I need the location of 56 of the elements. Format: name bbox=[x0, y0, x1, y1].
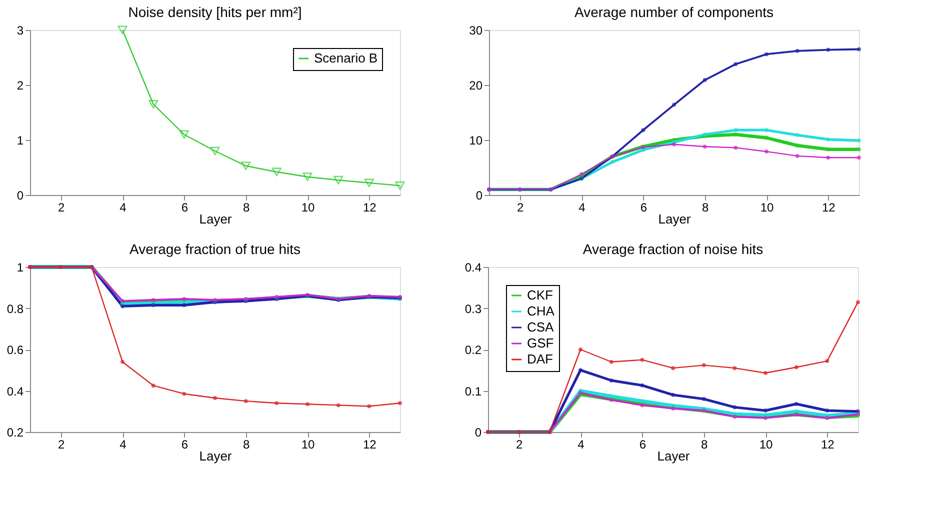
y-tick-label: 0.8 bbox=[6, 302, 24, 316]
y-tick-label: 0 bbox=[476, 188, 483, 202]
y-tick-label: 0.2 bbox=[6, 426, 24, 440]
x-axis-title: Layer bbox=[657, 448, 690, 464]
x-tick-label: 6 bbox=[181, 438, 188, 452]
x-tick-label: 12 bbox=[820, 438, 835, 452]
x-tick-label: 10 bbox=[301, 438, 315, 452]
x-tick-label: 4 bbox=[578, 200, 586, 214]
y-tick-label: 1 bbox=[16, 134, 24, 148]
x-tick-label: 8 bbox=[242, 438, 250, 452]
x-tick-label: 6 bbox=[640, 200, 648, 214]
y-tick-label: 0.6 bbox=[6, 343, 24, 357]
y-tick-label: 0.4 bbox=[6, 384, 24, 398]
x-axis-title: Layer bbox=[199, 448, 232, 464]
x-tick-label: 10 bbox=[301, 200, 315, 214]
y-tick-label: 0.3 bbox=[464, 302, 482, 316]
legend-label: CKF bbox=[527, 288, 554, 302]
y-tick-label: 10 bbox=[469, 134, 483, 148]
y-tick-label: 2 bbox=[16, 78, 24, 92]
y-tick-label: 1 bbox=[16, 260, 24, 274]
y-tick-label: 0 bbox=[16, 188, 24, 202]
x-axis-title: Layer bbox=[658, 212, 692, 226]
x-tick-label: 12 bbox=[362, 200, 377, 214]
x-tick-label: 2 bbox=[58, 200, 65, 214]
x-tick-label: 2 bbox=[516, 438, 523, 452]
legend-label: GSF bbox=[527, 336, 554, 350]
x-tick-label: 12 bbox=[822, 200, 836, 214]
x-tick-label: 8 bbox=[702, 200, 709, 214]
x-tick-label: 4 bbox=[120, 438, 127, 452]
y-tick-label: 3 bbox=[16, 24, 24, 38]
y-tick-label: 0.4 bbox=[464, 260, 482, 274]
chart-title: Average fraction of noise hits bbox=[582, 241, 764, 257]
x-tick-label: 2 bbox=[516, 200, 524, 214]
y-tick-label: 30 bbox=[469, 24, 483, 38]
legend-label: CSA bbox=[527, 320, 554, 334]
x-tick-label: 10 bbox=[760, 200, 774, 214]
x-tick-label: 2 bbox=[58, 438, 65, 452]
y-tick-label: 0.2 bbox=[464, 343, 482, 357]
x-tick-label: 4 bbox=[120, 200, 127, 214]
x-tick-label: 6 bbox=[181, 200, 188, 214]
legend-label: Scenario B bbox=[314, 50, 378, 66]
x-tick-label: 4 bbox=[578, 438, 585, 452]
legend-label: CHA bbox=[527, 304, 555, 318]
x-tick-label: 10 bbox=[759, 438, 773, 452]
x-tick-label: 12 bbox=[362, 438, 377, 452]
y-tick-label: 0 bbox=[474, 426, 482, 440]
x-axis-title: Layer bbox=[199, 212, 232, 226]
x-tick-label: 8 bbox=[700, 438, 708, 452]
legend-label: DAF bbox=[527, 352, 554, 366]
y-tick-label: 0.1 bbox=[464, 384, 482, 398]
chart-title: Noise density [hits per mm²] bbox=[128, 4, 302, 20]
chart-title: Average number of components bbox=[574, 4, 774, 20]
chart-title: Average fraction of true hits bbox=[130, 241, 300, 257]
x-tick-label: 8 bbox=[242, 200, 250, 214]
x-tick-label: 6 bbox=[639, 438, 646, 452]
y-tick-label: 20 bbox=[469, 78, 483, 92]
